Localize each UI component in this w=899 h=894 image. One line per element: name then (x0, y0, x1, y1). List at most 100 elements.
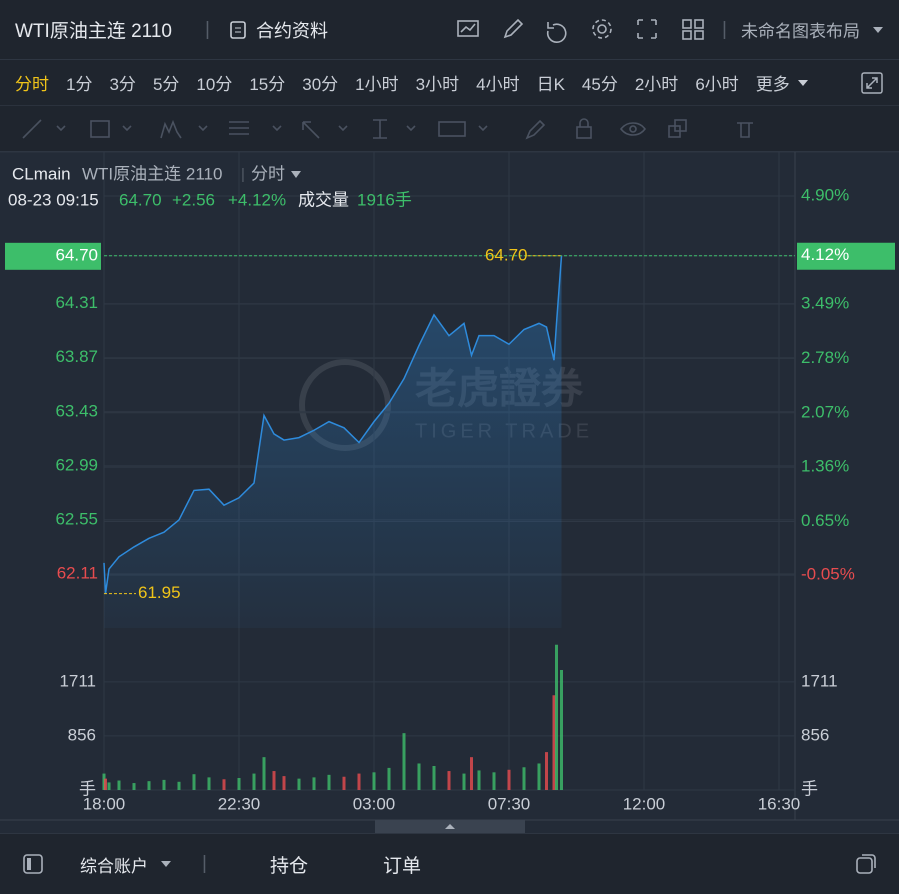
last-pct-tag (797, 242, 895, 270)
chart-head-code: CLmain (12, 164, 71, 183)
volume-bar (470, 757, 473, 790)
y-tick-label: 64.31 (55, 293, 98, 312)
period-tab[interactable]: 45分 (581, 75, 618, 94)
period-tab[interactable]: 1分 (66, 75, 93, 94)
price-area (104, 255, 562, 628)
chart-head-price: 64.70 (119, 190, 162, 209)
volume-bar (207, 777, 211, 790)
x-tick-label: 07:30 (488, 794, 531, 813)
y2-tick-label: 2.07% (801, 402, 849, 421)
bottom-bar: 综合账户 | 持仓 订单 (0, 833, 899, 894)
volume-bar (297, 778, 301, 790)
account[interactable]: 综合账户 (80, 856, 148, 876)
volume-tick-label: 1711 (59, 671, 96, 690)
layout-name[interactable]: 未命名图表布局 (741, 22, 860, 41)
volume-bar (402, 733, 406, 790)
volume-bar (342, 776, 346, 790)
top-bar: WTI原油主连 2110 | 合约资料 | 未命名图表布局 (0, 0, 899, 60)
y2-tick-label: 1.36% (801, 457, 849, 476)
volume-bar (177, 781, 181, 790)
period-tab[interactable]: 日K (536, 75, 565, 94)
period-tab[interactable]: 分时 (15, 75, 49, 94)
volume-bar (477, 770, 481, 790)
y2-tick-label: 2.78% (801, 348, 849, 367)
volume-bar (462, 773, 466, 790)
x-tick-label: 12:00 (623, 794, 666, 813)
volume-bar (222, 779, 226, 790)
y-tick-label: 62.55 (55, 509, 98, 528)
volume-bar (252, 773, 256, 790)
contract-info[interactable]: 合约资料 (256, 20, 328, 41)
expand-icon[interactable] (861, 71, 883, 94)
volume-bar (162, 779, 166, 790)
last-price-tag (5, 242, 101, 270)
orders-tab[interactable]: 订单 (383, 855, 422, 877)
top-icons (457, 18, 704, 43)
tool-icons (22, 117, 753, 140)
volume-tick-label: 手 (79, 779, 96, 798)
last-pct-label: 4.12% (801, 245, 849, 264)
volume-bar (417, 763, 421, 790)
volume-bar (132, 783, 136, 790)
volume-bar (492, 772, 496, 790)
volume-bar (507, 769, 511, 790)
positions-tab[interactable]: 持仓 (270, 855, 309, 877)
divider: | (202, 853, 207, 874)
volume-tick-label: 手 (801, 779, 818, 798)
volume-bar (262, 757, 266, 790)
divider: | (241, 166, 245, 183)
y-tick-label: 62.11 (57, 563, 98, 582)
period-tab[interactable]: 5分 (152, 75, 180, 94)
volume-bar (432, 766, 436, 790)
y2-tick-label: -0.05% (801, 565, 855, 584)
divider: | (722, 18, 727, 40)
divider: | (205, 18, 210, 40)
period-tab[interactable]: 3分 (109, 75, 136, 94)
period-tab[interactable]: 4小时 (476, 75, 520, 94)
chart-head-change: +2.56 (172, 190, 215, 209)
volume-bar (117, 780, 121, 790)
volume-bar (545, 752, 548, 790)
toolbar (0, 105, 899, 152)
x-tick-label: 03:00 (353, 794, 396, 813)
panel-handle[interactable] (375, 820, 525, 833)
volume-bar (537, 763, 541, 790)
volume-bar (147, 781, 151, 790)
volume-bar (104, 778, 107, 790)
volume-tick-label: 1711 (801, 671, 838, 690)
chart-head-mode: 分时 (251, 164, 285, 183)
period-tab[interactable]: 2小时 (634, 75, 679, 94)
volume-bar (555, 644, 558, 790)
period-tab[interactable]: 1小时 (355, 75, 399, 94)
dropdown-icon (797, 79, 808, 86)
period-tab[interactable]: 30分 (302, 75, 339, 94)
volume-bar (237, 778, 241, 790)
period-tab[interactable]: 15分 (249, 75, 286, 94)
last-price-label: 64.70 (55, 245, 98, 264)
high-label: 64.70 (485, 245, 528, 264)
volume-bar (552, 695, 556, 790)
y2-tick-label: 0.65% (801, 511, 849, 530)
period-tab[interactable]: 更多 (755, 75, 790, 94)
period-tab[interactable]: 6小时 (695, 75, 739, 94)
symbol[interactable]: WTI原油主连 2110 (15, 21, 172, 42)
chart-head-name: WTI原油主连 2110 (82, 164, 222, 183)
y2-tick-label: 4.90% (801, 185, 849, 204)
x-tick-label: 16:30 (758, 794, 801, 813)
volume-bar (447, 771, 451, 790)
period-tab[interactable]: 10分 (196, 75, 233, 94)
volume-bar (312, 777, 316, 790)
y2-tick-label: 3.49% (801, 293, 849, 312)
dropdown-icon (161, 861, 171, 867)
chart-head-datetime: 08-23 09:15 (8, 190, 99, 209)
volume-bar (327, 774, 331, 790)
y-tick-label: 62.99 (55, 455, 98, 474)
window-icon[interactable] (855, 853, 877, 875)
doc-icon (230, 20, 246, 39)
period-bar: 分时 1分 3分 5分 10分 15分 30分 1小时 3小时 4小时 日K 45分 2小时 6小时 更多 (0, 60, 899, 105)
panel-icon[interactable] (22, 853, 44, 875)
volume-bar (357, 773, 361, 790)
volume-tick-label: 856 (68, 725, 96, 744)
period-tab[interactable]: 3小时 (415, 75, 460, 94)
